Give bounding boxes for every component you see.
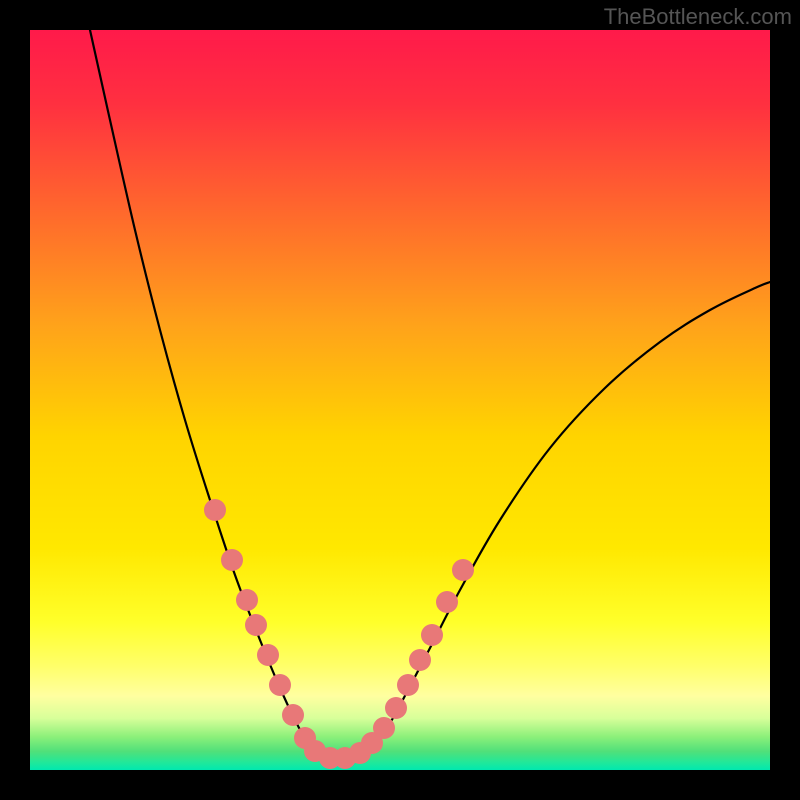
dot-left-6 [282,704,304,726]
dot-right-6 [436,591,458,613]
dot-left-2 [236,589,258,611]
dot-left-0 [204,499,226,521]
dot-right-7 [452,559,474,581]
dot-right-2 [385,697,407,719]
dot-left-4 [257,644,279,666]
bottleneck-chart [0,0,800,800]
dot-left-3 [245,614,267,636]
dot-right-4 [409,649,431,671]
dot-right-5 [421,624,443,646]
dot-right-1 [373,717,395,739]
chart-container: TheBottleneck.com [0,0,800,800]
plot-area [30,30,770,770]
watermark-text: TheBottleneck.com [604,4,792,30]
dot-left-1 [221,549,243,571]
dot-right-3 [397,674,419,696]
dot-left-5 [269,674,291,696]
